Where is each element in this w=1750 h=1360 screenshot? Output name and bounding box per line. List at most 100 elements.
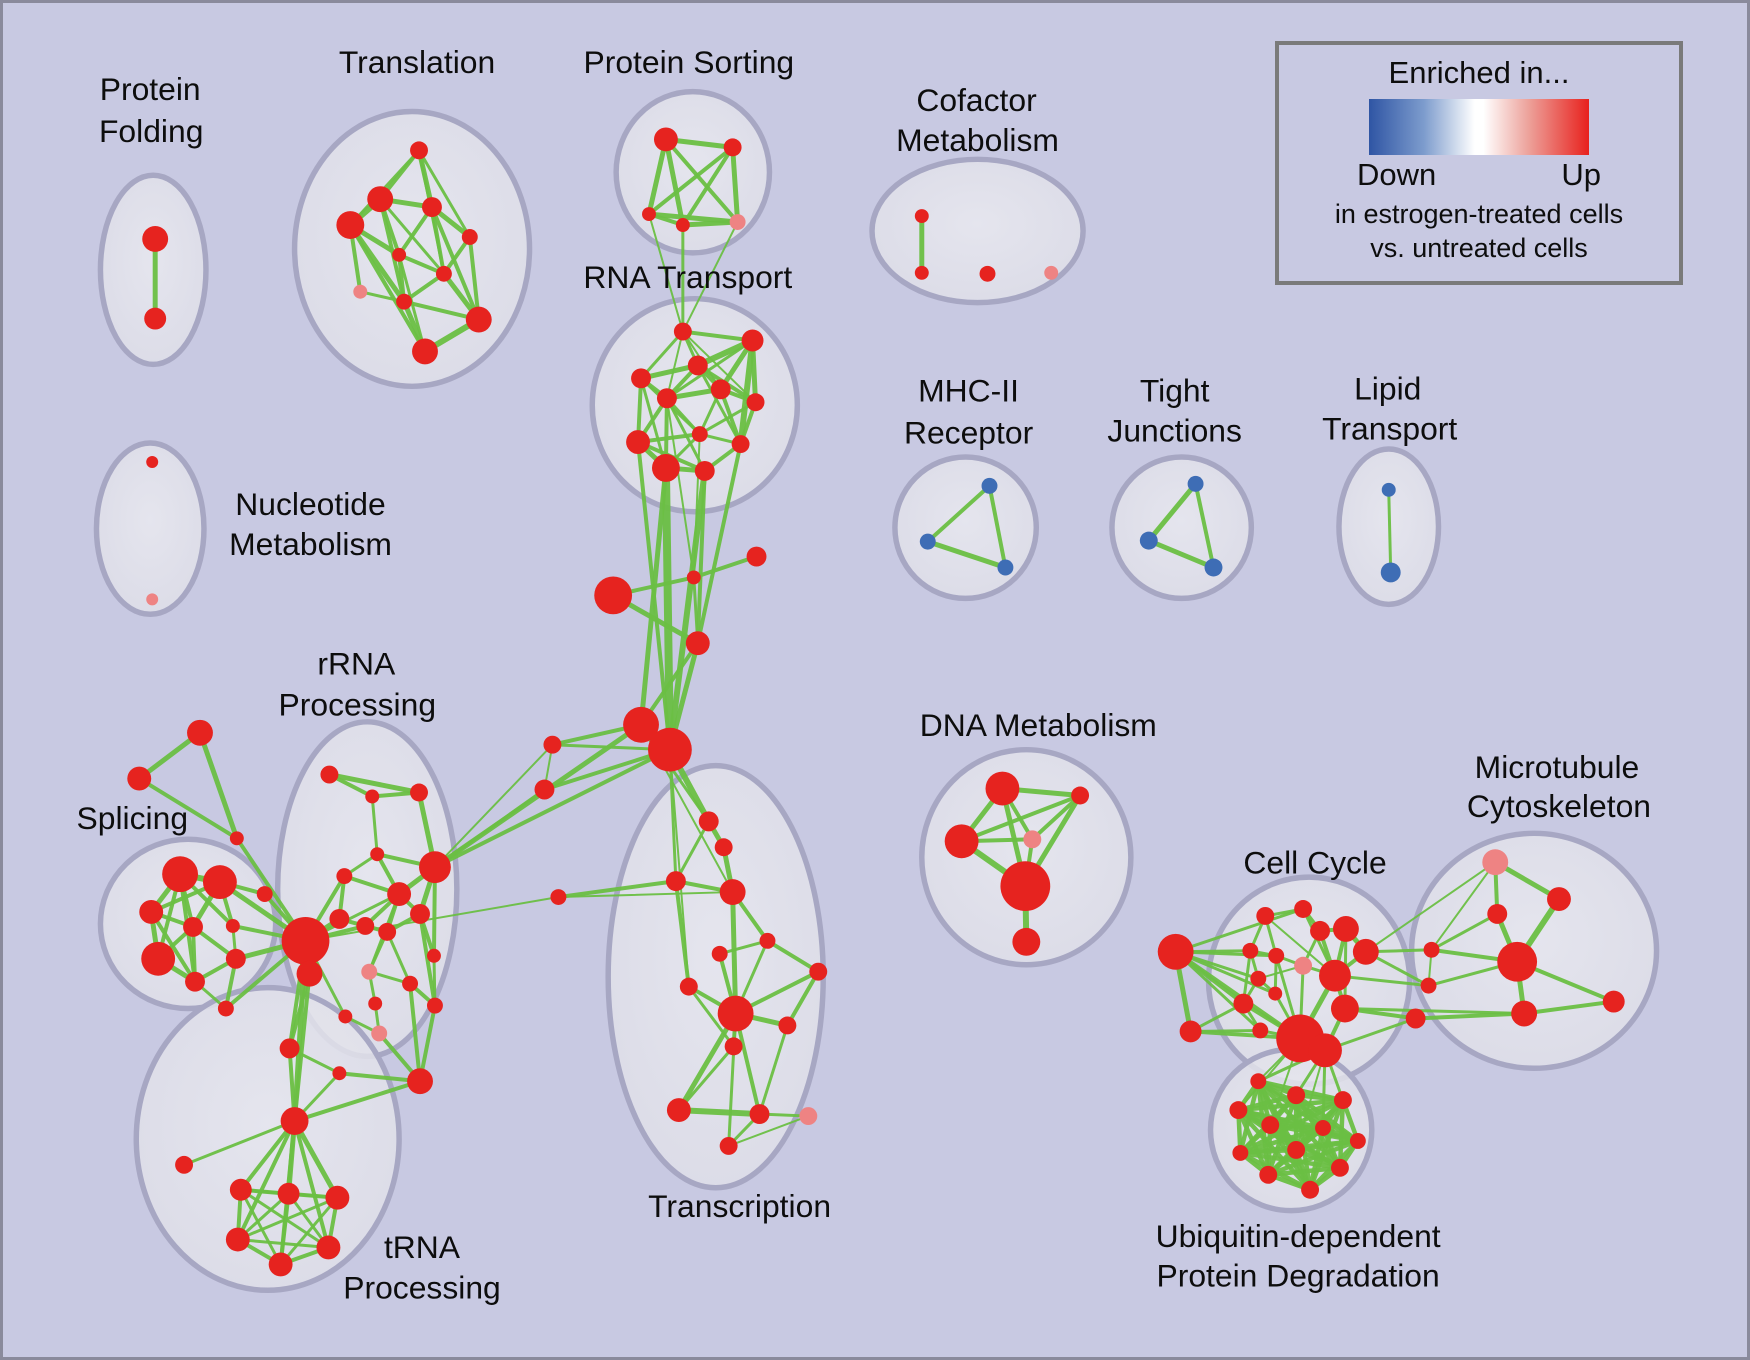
enrichment-edge: [692, 433, 701, 579]
gene-set-node-k3: [1310, 920, 1330, 941]
gene-set-node-x8: [679, 977, 698, 996]
enrichment-edge: [695, 442, 743, 646]
enrichment-edge: [665, 330, 684, 400]
cluster-label-transcription-line1: Transcription: [648, 1188, 831, 1224]
enrichment-edge: [681, 330, 757, 404]
enrichment-edge: [337, 1071, 423, 1084]
enrichment-edge: [646, 136, 669, 217]
enrichment-edge: [987, 483, 1008, 570]
gene-set-node-k12: [1233, 993, 1254, 1014]
gene-set-node-pf1: [142, 226, 169, 252]
gene-set-node-tl2: [367, 186, 394, 213]
gene-set-node-q3: [410, 783, 428, 802]
gene-set-node-r9: [626, 430, 650, 455]
gene-set-node-k9: [1250, 970, 1267, 987]
enrichment-edge: [432, 954, 437, 1008]
gene-set-node-b3: [1405, 1008, 1426, 1029]
gene-set-node-x7: [711, 945, 728, 962]
enrichment-edge: [727, 1012, 738, 1148]
gene-set-node-u7: [1349, 1132, 1366, 1149]
gene-set-node-ps1: [653, 127, 678, 152]
enrichment-edge: [680, 219, 741, 228]
gene-set-node-u10: [1330, 1158, 1349, 1177]
gene-set-node-q20: [279, 1038, 300, 1059]
cluster-ellipse-tight-junctions: [1109, 454, 1255, 602]
gene-set-node-p9: [225, 948, 246, 969]
gene-set-node-p10: [217, 1000, 234, 1017]
gene-set-node-lt2: [1380, 562, 1401, 583]
gene-set-node-t7: [268, 1252, 293, 1277]
legend-down-label: Down: [1357, 157, 1437, 192]
enrichment-edge: [326, 772, 422, 795]
enrichment-edge: [1238, 1125, 1326, 1156]
enrichment-edge: [1174, 907, 1305, 954]
gene-set-node-q21: [332, 1066, 347, 1081]
gene-set-node-ps4: [675, 218, 690, 232]
enrichment-edge: [1413, 1011, 1527, 1021]
gene-set-node-p7: [141, 941, 176, 976]
cluster-label-microtubule-cytoskeleton-line1: Microtubule: [1475, 749, 1640, 785]
enrichment-edge: [417, 148, 472, 239]
gene-set-node-k4: [1332, 915, 1359, 942]
enrichment-edge: [348, 223, 427, 354]
gene-set-node-q10: [378, 922, 397, 941]
enrichment-edge: [370, 794, 379, 856]
gene-set-node-d2: [1071, 786, 1090, 805]
enrichment-edge: [279, 1196, 339, 1266]
gene-set-node-r2: [741, 329, 764, 352]
gene-set-node-m3: [1487, 904, 1508, 924]
gene-set-node-h4: [685, 631, 710, 656]
enrichment-edge: [292, 1079, 423, 1124]
gene-set-node-tj1: [1187, 475, 1204, 492]
enrichment-edge: [665, 397, 695, 579]
gene-set-node-x5: [719, 879, 746, 906]
enrichment-edge: [681, 221, 739, 333]
gene-set-node-d6: [1012, 927, 1041, 956]
gene-set-node-mh2: [919, 533, 936, 550]
legend-gradient-bar: [1369, 99, 1589, 155]
gene-set-node-tl7: [435, 265, 452, 282]
enrichment-edge: [665, 339, 755, 400]
gene-set-node-hb1: [281, 916, 330, 965]
enrichment-edge: [663, 137, 740, 225]
enrichment-edge: [292, 1119, 331, 1250]
gene-set-node-t8: [316, 1235, 341, 1260]
cluster-label-trna-processing-line2: Processing: [343, 1270, 501, 1306]
gene-set-node-u3: [1333, 1091, 1352, 1110]
legend-title: Enriched in...: [1388, 55, 1570, 90]
enrichment-edge: [1364, 861, 1497, 953]
gene-set-node-tl3: [422, 197, 442, 218]
cluster-label-tight-junctions-line2: Junctions: [1107, 413, 1242, 449]
gene-set-node-h1: [746, 546, 767, 567]
gene-set-node-u12: [1301, 1180, 1320, 1199]
enrichment-edge: [730, 889, 739, 1017]
gene-set-node-x15: [799, 1107, 818, 1126]
gene-set-node-x16: [719, 1136, 738, 1155]
enrichment-edge: [691, 554, 759, 580]
legend-box: Enriched in... Down Up in estrogen-treat…: [1275, 41, 1683, 285]
cluster-label-mhc-ii-receptor-line1: MHC-II: [918, 373, 1019, 409]
gene-set-node-q12: [426, 948, 441, 963]
gene-set-node-u8: [1232, 1144, 1249, 1161]
cluster-label-microtubule-cytoskeleton-line2: Cytoskeleton: [1467, 788, 1651, 824]
cluster-label-cofactor-metabolism-line2: Metabolism: [896, 122, 1059, 158]
enrichment-edge: [1266, 1165, 1343, 1178]
gene-set-node-p5: [225, 918, 240, 933]
cluster-ellipse-mhc-ii-receptor: [892, 454, 1040, 602]
gene-set-node-s1: [187, 719, 213, 746]
enrichment-edge: [1174, 950, 1277, 996]
cluster-ellipse-trna-processing: [133, 984, 402, 1294]
gene-set-node-u1: [1250, 1073, 1267, 1090]
enrichment-edge: [785, 969, 821, 1028]
gene-set-node-d4: [1023, 830, 1042, 849]
gene-set-node-m9: [1602, 990, 1625, 1013]
cluster-label-cell-cycle-line1: Cell Cycle: [1243, 845, 1386, 881]
gene-set-node-q9: [356, 916, 375, 935]
enrichment-edge: [1430, 912, 1499, 952]
gene-set-node-hb2: [296, 960, 323, 987]
enrichment-edge: [304, 896, 560, 942]
gene-set-node-mh1: [981, 477, 998, 494]
enrichment-edge: [1522, 999, 1616, 1016]
gene-set-node-k14: [1252, 1022, 1269, 1039]
